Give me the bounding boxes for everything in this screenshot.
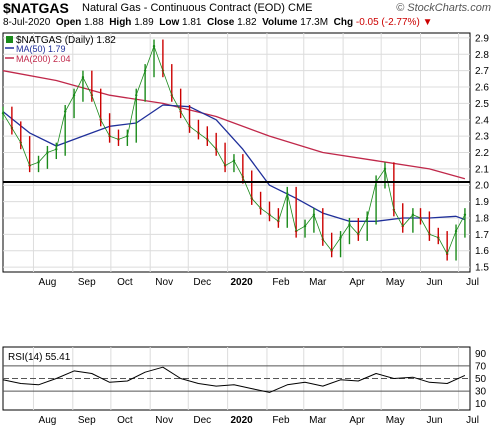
price-y-tick-label: 2.5	[475, 99, 489, 110]
price-x-tick-label: Mar	[309, 277, 327, 288]
price-x-tick-label: 2020	[230, 277, 253, 288]
chg-value: -0.05 (-2.77%)	[355, 17, 420, 28]
high-label: High	[109, 17, 132, 28]
source-credit: © StockCharts.com	[396, 2, 491, 14]
price-x-tick-label: Dec	[193, 277, 211, 288]
volume-label: Volume	[262, 17, 298, 28]
down-arrow-icon: ▼	[422, 17, 433, 28]
close-label: Close	[207, 17, 235, 28]
rsi-x-tick-label: Jul	[466, 415, 479, 426]
rsi-x-tick-label: Oct	[117, 415, 133, 426]
price-stats-line: 8-Jul-2020 Open 1.88 High 1.89 Low 1.81 …	[3, 17, 432, 28]
high-value: 1.89	[134, 17, 154, 28]
legend-ma50-label: MA(50) 1.79	[16, 44, 66, 54]
rsi-x-tick-labels: Aug Sep Oct Nov Dec 2020 Feb Mar Apr May Jun Jul	[39, 415, 479, 426]
price-y-tick-label: 2.3	[475, 132, 489, 143]
rsi-x-tick-label: Mar	[309, 415, 327, 426]
legend-price-swatch	[6, 36, 13, 43]
price-panel: 1.5 1.6 1.7 1.8 1.9 2.0 2.1 2.2 2.3 2.4 2.5 2.6 2.7 2…	[1, 32, 489, 288]
symbol-title: $NATGAS	[3, 0, 69, 16]
rsi-x-tick-label: Nov	[155, 415, 173, 426]
price-y-tick-label: 1.7	[475, 230, 489, 241]
price-x-tick-label: Oct	[117, 277, 133, 288]
rsi-legend-label: RSI(14) 55.41	[8, 352, 71, 363]
price-y-tick-label: 2.8	[475, 50, 489, 61]
stats-date: 8-Jul-2020	[3, 17, 51, 28]
price-x-tick-label: Aug	[39, 277, 57, 288]
price-x-tick-label: Nov	[155, 277, 173, 288]
open-value: 1.88	[84, 17, 104, 28]
rsi-x-tick-label: Apr	[349, 415, 365, 426]
rsi-x-tick-label: Feb	[272, 415, 290, 426]
rsi-y-tick-label: 70	[475, 361, 487, 372]
chg-label: Chg	[333, 17, 354, 28]
price-y-tick-label: 2.7	[475, 66, 489, 77]
rsi-x-tick-label: Sep	[78, 415, 96, 426]
rsi-y-tick-label: 90	[475, 349, 487, 360]
volume-value: 17.3M	[300, 17, 329, 28]
open-label: Open	[55, 17, 82, 28]
price-y-tick-label: 1.5	[475, 263, 489, 274]
price-x-tick-label: Sep	[78, 277, 96, 288]
rsi-y-tick-label: 50	[475, 374, 487, 385]
rsi-x-tick-label: May	[386, 415, 405, 426]
contract-description: Natural Gas - Continuous Contract (EOD) …	[82, 2, 312, 14]
rsi-x-tick-label: Dec	[193, 415, 211, 426]
price-x-tick-label: Jul	[466, 277, 479, 288]
low-label: Low	[159, 17, 180, 28]
price-line	[2, 45, 466, 255]
rsi-x-tick-label: 2020	[230, 415, 253, 426]
exchange-label: CME	[288, 2, 313, 14]
price-y-tick-label: 2.6	[475, 83, 489, 94]
legend-ma200-label: MA(200) 2.04	[16, 54, 71, 64]
legend-price-label: $NATGAS (Daily) 1.82	[16, 35, 116, 46]
price-gridlines	[3, 33, 470, 272]
price-y-tick-label: 2.2	[475, 148, 489, 159]
price-x-tick-labels: Aug Sep Oct Nov Dec 2020 Feb Mar Apr May Jun Jul	[39, 277, 479, 288]
price-x-tick-label: Jun	[426, 277, 442, 288]
close-value: 1.82	[237, 17, 257, 28]
price-y-tick-label: 2.1	[475, 164, 489, 175]
price-x-tick-label: Apr	[349, 277, 365, 288]
rsi-x-tick-label: Aug	[39, 415, 57, 426]
price-y-tick-label: 2.4	[475, 115, 489, 126]
rsi-y-tick-label: 10	[475, 399, 487, 410]
low-value: 1.81	[182, 17, 202, 28]
price-y-tick-label: 1.6	[475, 246, 489, 257]
rsi-y-tick-label: 30	[475, 387, 487, 398]
rsi-series	[2, 366, 466, 393]
price-series	[1, 39, 467, 261]
price-y-tick-label: 2.0	[475, 181, 489, 192]
rsi-x-tick-label: Jun	[426, 415, 442, 426]
price-x-tick-label: May	[386, 277, 405, 288]
contract-name: Natural Gas - Continuous Contract (EOD)	[82, 2, 285, 14]
price-y-tick-labels: 1.5 1.6 1.7 1.8 1.9 2.0 2.1 2.2 2.3 2.4 2.5 2.6 2.7 2…	[475, 33, 489, 273]
price-y-tick-label: 1.9	[475, 197, 489, 208]
price-y-tick-label: 1.8	[475, 213, 489, 224]
price-legend: $NATGAS (Daily) 1.82 MA(50) 1.79 MA(200)…	[5, 35, 116, 64]
rsi-line	[2, 366, 466, 393]
price-x-tick-label: Feb	[272, 277, 290, 288]
price-y-tick-label: 2.9	[475, 33, 489, 44]
